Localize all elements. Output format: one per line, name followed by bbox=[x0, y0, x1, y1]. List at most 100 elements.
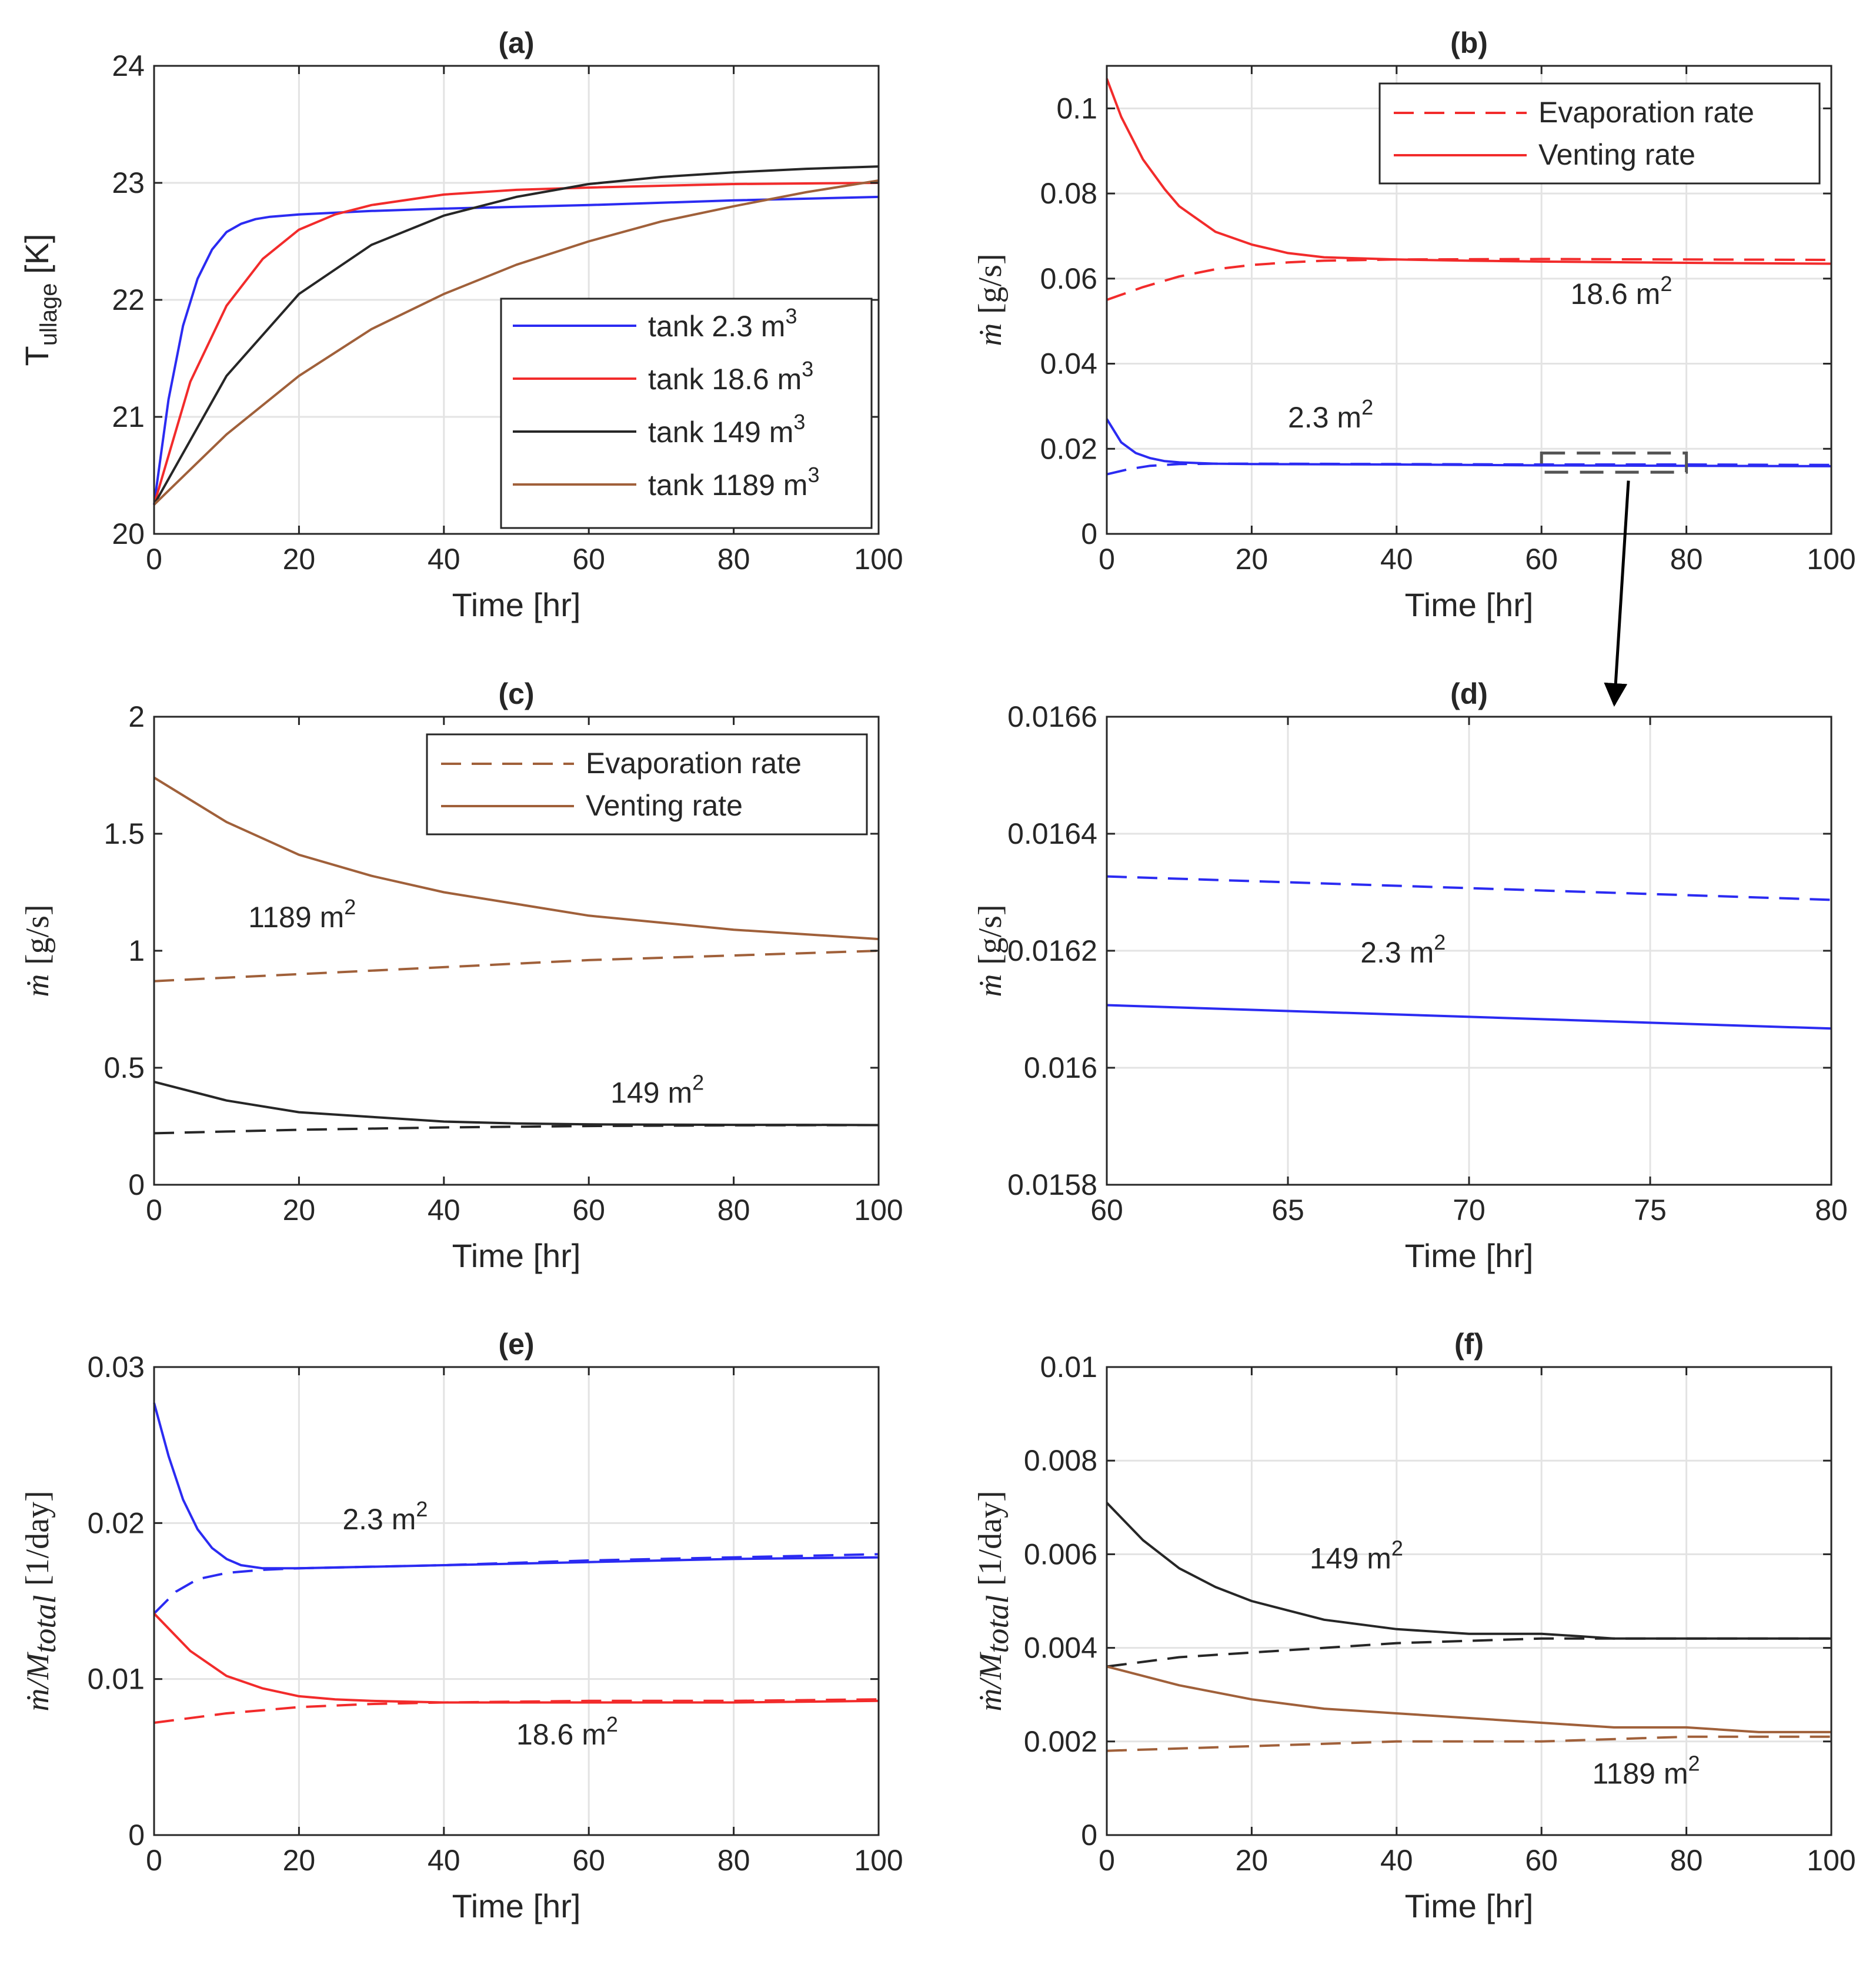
x-tick-label: 60 bbox=[1090, 1194, 1123, 1227]
x-tick-label: 80 bbox=[717, 543, 750, 576]
y-axis-label-unit: [g/s] bbox=[972, 253, 1009, 314]
y-axis-label-unit: [1/day] bbox=[19, 1491, 56, 1586]
x-tick-label: 20 bbox=[283, 543, 316, 576]
y-axis-label: Tullage [K] bbox=[18, 233, 62, 366]
panel-e: 0 20 40 60 80 100 0 0.01 0.02 0.03 (e) Time [hr] ṁ/M… bbox=[19, 1328, 903, 1924]
x-tick-label: 65 bbox=[1271, 1194, 1304, 1227]
annotation-c-0-sup: 2 bbox=[344, 895, 356, 919]
annotation-f-0: 149 m2 bbox=[1310, 1536, 1403, 1575]
series-line-e-1 bbox=[153, 1553, 879, 1615]
zoom-box bbox=[1540, 452, 1688, 474]
annotation-b-1-sup: 2 bbox=[1361, 395, 1373, 419]
x-tick-label: 100 bbox=[854, 1844, 903, 1877]
y-tick-label: 0.0166 bbox=[1007, 700, 1097, 733]
x-tick-label: 60 bbox=[572, 1844, 605, 1877]
y-axis-label-gap bbox=[971, 314, 1008, 323]
annotation-e-0-sup: 2 bbox=[416, 1497, 428, 1521]
legend-entry-0: tank 2.3 m3 bbox=[648, 304, 797, 343]
y-tick-label: 22 bbox=[112, 283, 145, 316]
x-tick-label: 80 bbox=[1815, 1194, 1848, 1227]
y-axis-label: ṁ/Mtotal [1/day] bbox=[971, 1491, 1015, 1711]
y-axis-label-unit: [g/s] bbox=[19, 904, 56, 965]
x-axis-label: Time [hr] bbox=[452, 1237, 581, 1274]
x-tick-label: 70 bbox=[1453, 1194, 1486, 1227]
y-tick-label: 0.002 bbox=[1024, 1725, 1097, 1758]
legend-entry-1: Venting rate bbox=[586, 789, 743, 822]
x-tick-label: 60 bbox=[1525, 1844, 1558, 1877]
x-tick-label: 20 bbox=[283, 1844, 316, 1877]
y-tick-label: 0.06 bbox=[1040, 262, 1097, 295]
panel-b: 0 20 40 60 80 100 0 0.02 0.04 0.06 0.08 0.1 (b) Time … bbox=[971, 26, 1856, 623]
x-axis-label: Time [hr] bbox=[1405, 586, 1534, 623]
annotation-d-0-sup: 2 bbox=[1434, 930, 1446, 954]
series-line-f-1 bbox=[1106, 1637, 1831, 1668]
annotation-e-1-sup: 2 bbox=[606, 1712, 618, 1736]
annotation-c-1: 149 m2 bbox=[610, 1071, 704, 1110]
panel-c: 0 20 40 60 80 100 0 0.5 1 1.5 2 (c) Time [hr] ṁ [g/s]… bbox=[18, 677, 903, 1274]
x-tick-label: 75 bbox=[1634, 1194, 1667, 1227]
x-tick-label: 40 bbox=[1380, 543, 1413, 576]
y-axis-label-math-sub: total bbox=[27, 1595, 62, 1653]
x-tick-label: 60 bbox=[1525, 543, 1558, 576]
axes-frame bbox=[153, 1366, 880, 1836]
y-tick-label: 0.04 bbox=[1040, 347, 1097, 380]
y-tick-label: 0.0164 bbox=[1007, 817, 1097, 850]
y-axis-label-gap bbox=[971, 1586, 1008, 1595]
x-tick-label: 40 bbox=[428, 1844, 460, 1877]
annotation-b-0-sup: 2 bbox=[1660, 272, 1672, 296]
annotation-b-1-text: 2.3 m bbox=[1288, 401, 1361, 434]
y-tick-label: 0.0158 bbox=[1007, 1168, 1097, 1201]
y-axis-label-unit: [1/day] bbox=[972, 1491, 1009, 1586]
y-tick-label: 0.02 bbox=[88, 1506, 145, 1539]
y-axis-label-gap bbox=[971, 965, 1008, 974]
y-tick-label: 21 bbox=[112, 400, 145, 433]
y-axis-label-math-sub: total bbox=[980, 1595, 1015, 1653]
y-axis-label-math: ṁ/M bbox=[973, 1652, 1008, 1712]
x-axis-label: Time [hr] bbox=[1405, 1887, 1534, 1924]
panel-title: (f) bbox=[1454, 1328, 1484, 1361]
series-line-a-2 bbox=[153, 165, 879, 506]
x-tick-label: 20 bbox=[283, 1194, 316, 1227]
y-tick-label: 0.008 bbox=[1024, 1444, 1097, 1477]
series-line-d-1 bbox=[1106, 1004, 1832, 1030]
y-tick-label: 1 bbox=[128, 934, 145, 967]
y-tick-label: 0 bbox=[128, 1168, 145, 1201]
plot-area bbox=[1107, 1367, 1831, 1835]
series-line-f-2 bbox=[1106, 1665, 1831, 1733]
panel-title: (b) bbox=[1450, 26, 1488, 59]
y-axis-label-unit: [K] bbox=[18, 233, 55, 283]
legend-entry-0-text: tank 2.3 m bbox=[648, 310, 785, 343]
y-axis-label-math: ṁ bbox=[973, 323, 1008, 346]
axes-frame bbox=[1106, 65, 1832, 535]
x-tick-label: 60 bbox=[572, 543, 605, 576]
axes-frame bbox=[1106, 1366, 1832, 1836]
annotation-f-1: 1189 m2 bbox=[1592, 1751, 1700, 1790]
x-tick-label: 80 bbox=[1670, 543, 1703, 576]
series-line-a-3 bbox=[153, 179, 879, 506]
x-tick-label: 40 bbox=[1380, 1844, 1413, 1877]
legend-entry-3-sup: 3 bbox=[807, 463, 819, 487]
annotation-f-0-sup: 2 bbox=[1391, 1536, 1403, 1560]
y-tick-label: 2 bbox=[128, 700, 145, 733]
series-line-b-1 bbox=[1106, 258, 1832, 301]
annotation-b-0: 18.6 m2 bbox=[1570, 272, 1672, 310]
x-tick-label: 100 bbox=[854, 543, 903, 576]
y-tick-label: 0.01 bbox=[88, 1663, 145, 1696]
y-tick-label: 23 bbox=[112, 166, 145, 199]
series-line-b-0 bbox=[1106, 78, 1832, 265]
y-tick-label: 0.0162 bbox=[1007, 934, 1097, 967]
x-tick-label: 0 bbox=[146, 1844, 162, 1877]
legend-entry-3-text: tank 1189 m bbox=[648, 469, 807, 502]
legend-entry-1-sup: 3 bbox=[802, 357, 813, 381]
legend-entry-0: Evaporation rate bbox=[586, 747, 802, 780]
y-axis-label: ṁ [g/s] bbox=[18, 904, 56, 997]
annotation-c-1-text: 149 m bbox=[610, 1077, 692, 1110]
y-axis-label: ṁ [g/s] bbox=[971, 253, 1009, 346]
x-tick-label: 20 bbox=[1236, 543, 1269, 576]
y-tick-label: 0.03 bbox=[88, 1351, 145, 1383]
annotation-f-0-text: 149 m bbox=[1310, 1542, 1391, 1575]
x-tick-label: 0 bbox=[146, 1194, 162, 1227]
y-axis-label-math: ṁ bbox=[20, 974, 55, 997]
series-line-a-1 bbox=[153, 182, 879, 505]
